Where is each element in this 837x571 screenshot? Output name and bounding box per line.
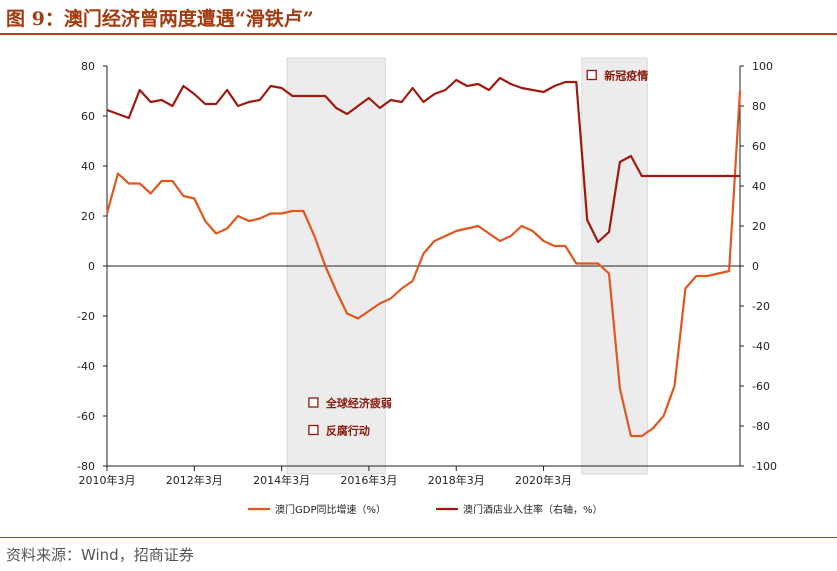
chart: 80 60 40 20 0 -20 -40 -60 -80 100 80 60 40 20 0 -20 -40 -… — [77, 57, 777, 516]
right-axis-tick-label: -20 — [752, 300, 770, 313]
chart-legend: 澳门GDP同比增速（%） 澳门酒店业入住率（右轴，%） — [248, 503, 603, 516]
series-line-1 — [105, 90, 742, 438]
annotation-marker — [586, 69, 597, 81]
legend-label-1: 澳门GDP同比增速（%） — [275, 503, 386, 516]
left-axis-tick-label: -20 — [77, 310, 95, 323]
annotation-label: 反腐行动 — [326, 424, 370, 438]
x-axis-tick-label: 2012年3月 — [166, 473, 223, 487]
x-axis-tick-label: 2010年3月 — [79, 473, 136, 487]
left-axis-tick-label: -80 — [77, 460, 95, 473]
chart-axes: 80 60 40 20 0 -20 -40 -60 -80 100 80 60 40 20 0 -20 -40 -… — [77, 60, 777, 487]
title-rule — [0, 33, 837, 35]
left-axis-tick-label: -40 — [77, 360, 95, 373]
annotation-label: 新冠疫情 — [604, 69, 648, 83]
x-axis-tick-label: 2020年3月 — [515, 473, 572, 487]
right-axis-tick-label: -100 — [752, 460, 777, 473]
left-axis-tick-label: 60 — [81, 110, 95, 123]
right-axis-tick-label: -40 — [752, 340, 770, 353]
annotation-marker — [308, 397, 319, 408]
left-axis-tick-label: 20 — [81, 210, 95, 223]
x-axis-tick-label: 2014年3月 — [253, 473, 310, 487]
right-axis-tick-label: 80 — [752, 100, 766, 113]
x-axis-tick-label: 2016年3月 — [340, 473, 397, 487]
series-line-2 — [106, 76, 740, 244]
right-axis-tick-label: 0 — [752, 260, 759, 273]
legend-label-2: 澳门酒店业入住率（右轴，%） — [463, 503, 603, 516]
annotation-marker — [308, 424, 319, 436]
page-title: 图 9：澳门经济曾两度遭遇“滑铁卢” — [6, 8, 314, 30]
footer-rule — [0, 537, 837, 538]
right-axis-tick-label: -80 — [752, 420, 770, 433]
annotation-label: 全球经济疲弱 — [325, 396, 392, 410]
chart-lines — [105, 76, 742, 438]
left-axis-tick-label: 40 — [81, 160, 95, 173]
left-axis-tick-label: -60 — [77, 410, 95, 423]
source-note: 资料来源：Wind，招商证券 — [6, 546, 194, 564]
left-axis-tick-label: 80 — [81, 60, 95, 73]
left-axis-tick-label: 0 — [88, 260, 95, 273]
right-axis-tick-label: 20 — [752, 220, 766, 233]
x-axis-tick-label: 2018年3月 — [428, 473, 485, 487]
right-axis-tick-label: 100 — [752, 60, 773, 73]
right-axis-tick-label: 40 — [752, 180, 766, 193]
right-axis-tick-label: -60 — [752, 380, 770, 393]
right-axis-tick-label: 60 — [752, 140, 766, 153]
